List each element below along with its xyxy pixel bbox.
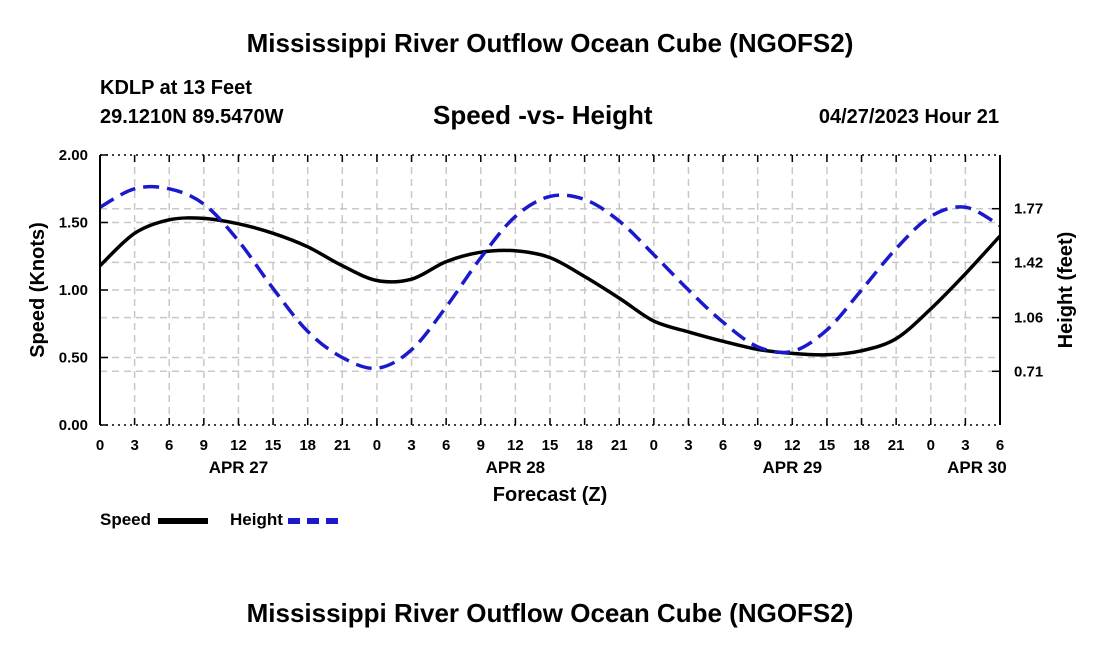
x-tick-label: 9 bbox=[200, 437, 208, 454]
y-tick-label-right: 1.06 bbox=[1014, 310, 1043, 327]
legend-speed: Speed bbox=[100, 510, 208, 530]
x-tick-label: 15 bbox=[542, 437, 559, 454]
x-tick-label: 6 bbox=[442, 437, 450, 454]
timestamp-label: 04/27/2023 Hour 21 bbox=[818, 106, 999, 128]
x-tick-label: 15 bbox=[265, 437, 282, 454]
series-line-height bbox=[99, 184, 1001, 371]
y-tick-label-left: 0.50 bbox=[59, 350, 88, 367]
x-tick-label: 12 bbox=[507, 437, 524, 454]
date-label: APR 29 bbox=[763, 458, 823, 477]
x-axis-label: Forecast (Z) bbox=[493, 484, 607, 506]
x-tick-label: 3 bbox=[961, 437, 969, 454]
x-tick-label: 0 bbox=[373, 437, 381, 454]
date-label: APR 27 bbox=[209, 458, 269, 477]
x-tick-label: 0 bbox=[96, 437, 104, 454]
x-tick-label: 6 bbox=[165, 437, 173, 454]
y-tick-label-left: 1.50 bbox=[59, 215, 88, 232]
x-tick-label: 3 bbox=[684, 437, 692, 454]
legend-speed-swatch bbox=[157, 517, 208, 524]
legend-height-label: Height bbox=[230, 510, 283, 529]
y-tick-label-right: 0.71 bbox=[1014, 363, 1043, 380]
y-axis-label-right: Height (feet) bbox=[1055, 232, 1077, 349]
y-tick-label-left: 1.00 bbox=[59, 282, 88, 299]
x-tick-label: 0 bbox=[650, 437, 658, 454]
x-tick-label: 18 bbox=[576, 437, 593, 454]
date-label: APR 30 bbox=[947, 458, 1007, 477]
x-tick-label: 15 bbox=[819, 437, 836, 454]
chart-subtitle: Speed -vs- Height bbox=[433, 100, 653, 130]
y-tick-label-right: 1.42 bbox=[1014, 254, 1043, 271]
x-tick-label: 18 bbox=[853, 437, 870, 454]
x-tick-label: 21 bbox=[334, 437, 351, 454]
footer-title: Mississippi River Outflow Ocean Cube (NG… bbox=[246, 598, 854, 628]
x-tick-label: 9 bbox=[754, 437, 762, 454]
x-tick-label: 12 bbox=[784, 437, 801, 454]
x-tick-label: 6 bbox=[996, 437, 1004, 454]
x-tick-label: 0 bbox=[927, 437, 935, 454]
date-label: APR 28 bbox=[486, 458, 546, 477]
legend-height-swatch bbox=[287, 517, 338, 524]
x-tick-label: 18 bbox=[299, 437, 316, 454]
location-label: 29.1210N 89.5470W bbox=[100, 106, 284, 128]
y-tick-label-right: 1.77 bbox=[1014, 201, 1043, 218]
series-group bbox=[98, 184, 1002, 371]
y-axis-label-left: Speed (Knots) bbox=[27, 222, 49, 358]
x-tick-label: 21 bbox=[611, 437, 628, 454]
y-tick-label-left: 0.00 bbox=[59, 417, 88, 434]
x-tick-label: 3 bbox=[130, 437, 138, 454]
series-line-speed bbox=[98, 216, 1002, 357]
legend-speed-label: Speed bbox=[100, 510, 152, 529]
legend-height: Height bbox=[230, 510, 338, 530]
x-tick-label: 21 bbox=[888, 437, 905, 454]
x-tick-label: 6 bbox=[719, 437, 727, 454]
x-tick-label: 9 bbox=[477, 437, 485, 454]
x-tick-label: 3 bbox=[407, 437, 415, 454]
chart-title: Mississippi River Outflow Ocean Cube (NG… bbox=[246, 28, 854, 58]
station-label: KDLP at 13 Feet bbox=[100, 77, 252, 99]
tick-group: 0 3 6 9 12 15 18 21 0 3 6 9 12 15 18 21 0 3 6 9 12 15 18 21 0 3 6 A… bbox=[59, 147, 1043, 477]
y-tick-label-left: 2.00 bbox=[59, 147, 88, 164]
x-tick-label: 12 bbox=[230, 437, 247, 454]
